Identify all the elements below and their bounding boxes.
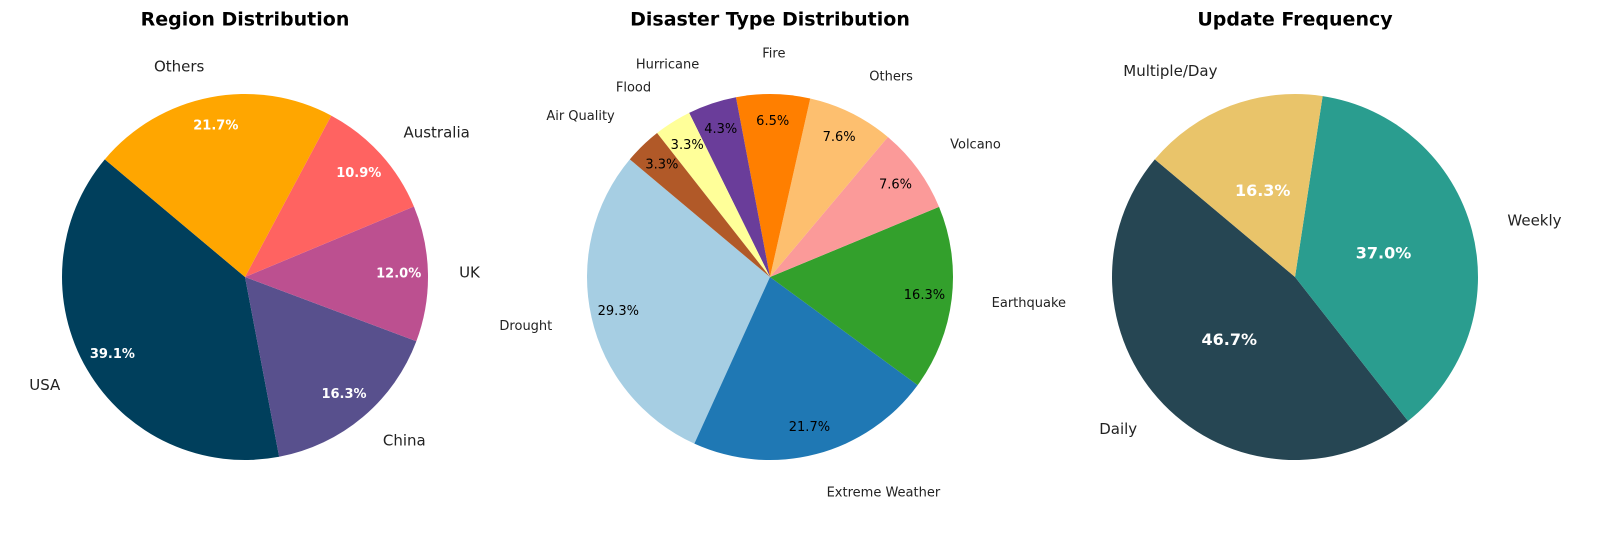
chart-title: Update Frequency (1197, 9, 1393, 31)
pie-slice (1112, 159, 1408, 460)
slice-percent: 39.1% (90, 347, 135, 362)
slice-label: Drought (499, 319, 552, 334)
slice-label: Multiple/Day (1123, 62, 1217, 80)
slice-percent: 12.0% (376, 267, 421, 282)
slice-label: Weekly (1507, 212, 1561, 230)
slice-label: Earthquake (992, 296, 1066, 311)
slice-percent: 37.0% (1356, 243, 1412, 262)
slice-label: Daily (1099, 420, 1137, 438)
slice-label: Air Quality (546, 109, 615, 124)
slice-percent: 21.7% (193, 119, 238, 134)
pie-slice (245, 277, 417, 457)
slice-percent: 7.6% (823, 130, 856, 145)
pie-slice (657, 112, 770, 278)
slice-percent: 7.6% (879, 178, 912, 193)
slice-percent: 3.3% (645, 158, 678, 173)
pie-slice (629, 133, 770, 277)
slice-label: Australia (403, 124, 469, 142)
slice-percent: 6.5% (756, 114, 789, 129)
slice-label: China (383, 431, 426, 449)
slice-label: UK (459, 264, 481, 282)
pie-slice (1295, 96, 1478, 421)
slice-label: Fire (762, 46, 785, 61)
pie-slice (245, 206, 428, 342)
slice-percent: 21.7% (789, 420, 830, 435)
pie-slice (689, 97, 770, 278)
slice-percent: 10.9% (336, 166, 381, 181)
pie-slice (770, 206, 954, 386)
chart-title: Disaster Type Distribution (630, 9, 910, 31)
pie-slice (694, 277, 918, 460)
slice-label: Others (154, 57, 205, 75)
slice-percent: 16.3% (904, 288, 945, 303)
pie-slice (770, 136, 940, 277)
slice-label: Flood (616, 81, 651, 96)
slice-percent: 16.3% (1235, 181, 1291, 200)
slice-percent: 29.3% (598, 304, 639, 319)
pie-slice (735, 94, 811, 277)
slice-label: Extreme Weather (827, 485, 941, 500)
pie-slice (104, 94, 332, 277)
slice-percent: 16.3% (321, 387, 366, 402)
pie-slice (770, 98, 888, 277)
pie-slice (587, 159, 770, 444)
pie-slice (61, 159, 280, 460)
slice-percent: 3.3% (671, 138, 704, 153)
slice-percent: 46.7% (1201, 330, 1257, 349)
slice-label: USA (29, 376, 61, 394)
pie-slice (1154, 94, 1323, 277)
slice-percent: 4.3% (704, 122, 737, 137)
slice-label: Volcano (950, 138, 1001, 153)
pie-slice (245, 115, 414, 277)
slice-label: Others (869, 70, 913, 85)
chart-title: Region Distribution (141, 9, 350, 31)
slice-label: Hurricane (636, 58, 699, 73)
